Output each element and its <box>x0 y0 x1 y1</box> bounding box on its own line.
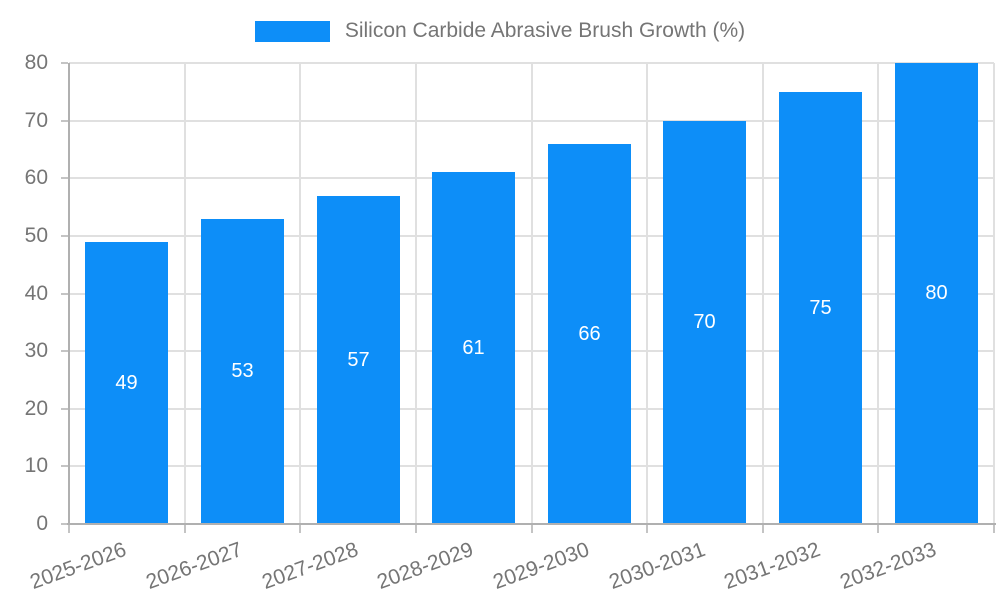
x-gridline <box>761 63 764 524</box>
x-axis-tick <box>530 524 533 533</box>
x-axis-tick <box>299 524 302 533</box>
y-axis-tick <box>61 234 68 237</box>
bar-value-label: 49 <box>115 371 138 394</box>
y-axis-tick-label: 50 <box>24 223 48 247</box>
y-axis-tick <box>61 177 68 180</box>
bar[interactable]: 61 <box>432 172 515 524</box>
bar[interactable]: 80 <box>895 63 978 524</box>
y-axis-tick-label: 20 <box>24 396 48 420</box>
bar-value-label: 80 <box>925 282 948 304</box>
x-axis-label: 2025-2026 <box>27 538 130 594</box>
bar-value-label: 57 <box>347 348 370 371</box>
bar[interactable]: 49 <box>85 242 168 524</box>
y-axis-tick-label: 70 <box>24 108 48 132</box>
y-axis-tick-label: 0 <box>36 512 48 535</box>
y-axis-tick-label: 40 <box>24 281 48 305</box>
x-axis-label: 2026-2027 <box>143 538 246 594</box>
bar[interactable]: 75 <box>779 92 862 524</box>
x-gridline <box>183 63 186 524</box>
y-axis-tick <box>61 119 68 122</box>
y-axis-tick-label: 10 <box>24 454 48 478</box>
chart-legend[interactable]: Silicon Carbide Abrasive Brush Growth (%… <box>0 19 1000 43</box>
y-axis-tick-label: 80 <box>24 51 48 74</box>
x-gridline <box>646 63 649 524</box>
y-axis-line <box>68 63 70 524</box>
x-axis-tick <box>414 524 417 533</box>
bar[interactable]: 53 <box>201 219 284 524</box>
bar[interactable]: 57 <box>317 196 400 524</box>
bar-value-label: 70 <box>693 311 716 333</box>
y-axis-tick-label: 30 <box>24 339 48 363</box>
x-gridline <box>414 63 417 524</box>
bar-value-label: 75 <box>809 296 832 319</box>
x-gridline <box>993 63 995 524</box>
y-axis-tick <box>61 292 68 295</box>
x-axis-label: 2028-2029 <box>374 538 477 594</box>
x-axis-tick <box>68 524 70 533</box>
bar[interactable]: 66 <box>548 144 631 524</box>
bar[interactable]: 70 <box>663 121 746 524</box>
y-axis-tick-label: 60 <box>24 166 48 190</box>
bar-value-label: 61 <box>462 336 485 359</box>
x-axis-tick <box>761 524 764 533</box>
x-axis-tick <box>877 524 880 533</box>
y-axis-tick <box>61 350 68 353</box>
legend-swatch <box>254 20 330 42</box>
y-axis-tick <box>61 465 68 468</box>
x-axis-label: 2029-2030 <box>489 538 593 594</box>
plot-area: 0 10 20 30 40 50 60 70 80 49 53 57 61 66 70 75 80 2025-20… <box>25 51 996 594</box>
y-axis-tick <box>61 523 68 525</box>
x-axis-tick <box>646 524 649 533</box>
x-axis-tick <box>183 524 186 533</box>
x-axis-label: 2031-2032 <box>721 538 824 594</box>
y-axis-tick <box>61 62 68 64</box>
bar-value-label: 53 <box>231 360 254 382</box>
x-axis-label: 2032-2033 <box>836 538 940 594</box>
x-gridline <box>530 63 533 524</box>
bar-value-label: 66 <box>578 322 601 345</box>
x-axis-tick <box>993 524 995 533</box>
y-axis-tick <box>61 407 68 410</box>
x-axis-line <box>67 523 996 525</box>
legend-label: Silicon Carbide Abrasive Brush Growth (%… <box>344 19 746 42</box>
x-gridline <box>877 63 880 524</box>
x-gridline <box>299 63 302 524</box>
x-axis-label: 2027-2028 <box>258 538 361 594</box>
x-axis-label: 2030-2031 <box>605 538 708 594</box>
